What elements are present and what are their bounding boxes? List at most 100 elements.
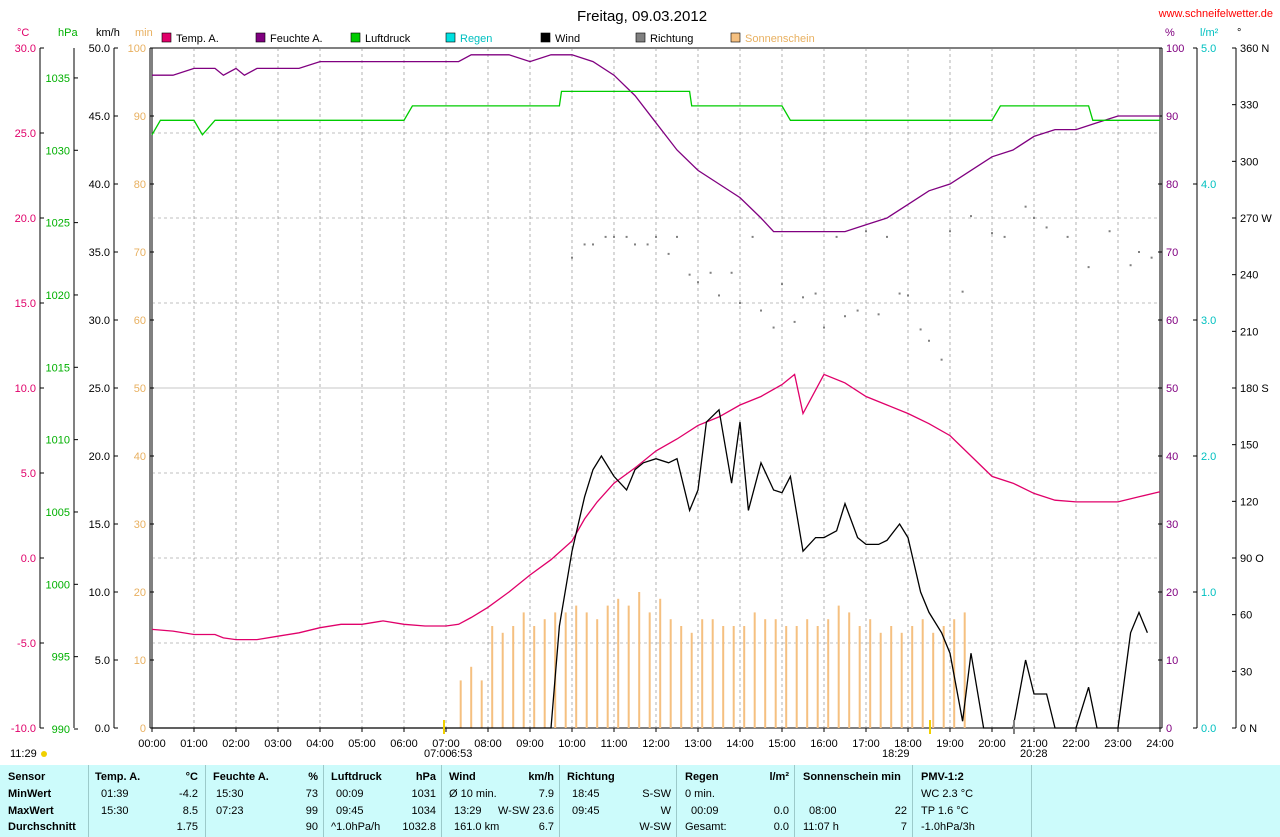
sunshine-bar-6 — [522, 612, 525, 728]
humidity-tick-label-4: 60 — [1166, 315, 1178, 327]
humidity-header: Feuchte A. — [213, 771, 269, 783]
x-tick-label-0: 00:00 — [138, 738, 166, 750]
x-tick-label-1: 01:00 — [180, 738, 208, 750]
x-tick-label-24: 24:00 — [1146, 738, 1174, 750]
sunshine-bars — [459, 592, 966, 728]
direction-point-30 — [886, 235, 888, 238]
x-tick-label-14: 14:00 — [726, 738, 754, 750]
direction-tick-label-6: 180 S — [1240, 383, 1269, 395]
legend-label-temp: Temp. A. — [176, 33, 219, 45]
direction-point-6 — [634, 243, 636, 246]
direction-row2-dir: W — [660, 805, 671, 817]
rain-tick-label-3: 2.0 — [1201, 451, 1216, 463]
pressure-min-time: 00:09 — [336, 788, 364, 800]
chart-axes: °C 30.0 25.0 20.0 15.0 10.0 5.0 0.0 -5.0 -10.0 hPa… — [11, 27, 1272, 736]
sun-tick-label-8: 20 — [134, 587, 146, 599]
wind-tick-label-10: 0.0 — [95, 723, 110, 735]
wind-row1-label: Ø 10 min. — [449, 788, 497, 800]
pressure-tick-label-0: 1035 — [46, 73, 70, 85]
legend-swatch-wind — [540, 32, 551, 43]
direction-tick-label-7: 150 — [1240, 440, 1258, 452]
direction-point-21 — [793, 320, 796, 323]
sunshine-bar-2 — [480, 680, 483, 728]
legend-label-wind: Wind — [555, 33, 580, 45]
sun-tick-label-3: 70 — [134, 247, 146, 259]
direction-point-14 — [718, 294, 720, 297]
direction-tick-label-9: 90 O — [1240, 553, 1264, 565]
pressure-min: 1031 — [411, 788, 436, 800]
humidity-tick-label-8: 20 — [1166, 587, 1178, 599]
x-tick-label-2: 02:00 — [222, 738, 250, 750]
stats-rain: Regen l/m² 0 min. 00:09 0.0 Gesamt: 0.0 — [676, 765, 795, 837]
direction-row1-time: 18:45 — [572, 788, 600, 800]
temp-tick-label-3: 15.0 — [15, 298, 36, 310]
direction-tick-label-1: 330 — [1240, 100, 1258, 112]
sunshine-bar-18 — [648, 612, 651, 728]
humidity-tick-label-6: 40 — [1166, 451, 1178, 463]
direction-point-32 — [907, 294, 909, 297]
temp-min-time: 01:39 — [101, 788, 129, 800]
direction-point-7 — [646, 243, 649, 246]
legend-swatch-rain — [445, 32, 456, 43]
x-tick-label-23: 23:00 — [1104, 738, 1132, 750]
temp-tick-label-7: -5.0 — [17, 638, 36, 650]
x-tick-label-4: 04:00 — [306, 738, 334, 750]
direction-point-42 — [1033, 217, 1035, 219]
sun-tick-label-5: 50 — [134, 383, 146, 395]
sunshine-bar-42 — [900, 632, 903, 728]
annotation-1: 6:53 — [451, 748, 472, 760]
sun-icon — [41, 751, 47, 757]
sun-tick-label-2: 80 — [134, 179, 146, 191]
stats-wind: Wind km/h Ø 10 min. 7.9 13:29 W-SW 23.6 … — [441, 765, 560, 837]
direction-point-0 — [571, 256, 573, 259]
sun-tick-label-6: 40 — [134, 451, 146, 463]
temp-min: -4.2 — [179, 788, 198, 800]
legend-label-pressure: Luftdruck — [365, 33, 411, 45]
stats-humidity: Feuchte A. % 15:30 73 07:23 99 90 — [205, 765, 324, 837]
wind-tick-label-2: 40.0 — [89, 179, 110, 191]
sun-axis-unit: min — [135, 27, 153, 39]
sunshine-bar-16 — [627, 605, 630, 728]
wind-max-time: 13:29 — [454, 805, 482, 817]
sunshine-bar-1 — [470, 666, 473, 728]
row-label-min: MinWert — [8, 788, 52, 800]
row-label-avg: Durchschnitt — [8, 821, 76, 833]
temp-avg: 1.75 — [176, 821, 198, 833]
chart-legend: Temp. A. Feuchte A. Luftdruck Regen Wind Rich… — [161, 32, 815, 45]
direction-point-22 — [802, 296, 804, 299]
website-link[interactable]: www.schneifelwetter.de — [1158, 8, 1273, 20]
direction-point-19 — [772, 326, 775, 329]
sunshine-bar-41 — [890, 626, 893, 728]
direction-point-39 — [991, 232, 993, 235]
humidity-avg: 90 — [305, 821, 318, 833]
x-tick-label-19: 19:00 — [936, 738, 964, 750]
sunshine-header: Sonnenschein min — [803, 771, 901, 783]
pressure-axis-unit: hPa — [58, 27, 78, 39]
direction-point-28 — [865, 230, 867, 233]
direction-point-8 — [655, 235, 657, 238]
direction-point-26 — [844, 315, 846, 318]
direction-point-2 — [592, 243, 594, 246]
humidity-tick-label-10: 0 — [1166, 723, 1172, 735]
pressure-max-time: 09:45 — [336, 805, 364, 817]
wind-axis-unit: km/h — [96, 27, 120, 39]
x-tick-label-10: 10:00 — [558, 738, 586, 750]
x-tick-label-22: 22:00 — [1062, 738, 1090, 750]
pressure-tick-label-4: 1015 — [46, 362, 70, 374]
direction-point-25 — [835, 235, 838, 238]
sunshine-bar-26 — [732, 626, 735, 728]
wind-distance: 161.0 km — [454, 821, 500, 833]
direction-point-46 — [1108, 230, 1111, 233]
direction-point-41 — [1024, 205, 1027, 208]
sunshine-bar-30 — [774, 619, 777, 728]
legend-swatch-sunshine — [730, 32, 741, 43]
direction-tick-label-4: 240 — [1240, 270, 1258, 282]
sunshine-bar-3 — [491, 626, 494, 728]
rain-tick-label-1: 4.0 — [1201, 179, 1216, 191]
pressure-tick-label-9: 990 — [52, 724, 70, 736]
temp-tick-label-6: 0.0 — [21, 553, 36, 565]
pressure-tick-label-5: 1010 — [46, 435, 70, 447]
direction-tick-label-5: 210 — [1240, 326, 1258, 338]
x-tick-label-12: 12:00 — [642, 738, 670, 750]
x-tick-label-11: 11:00 — [601, 738, 628, 750]
